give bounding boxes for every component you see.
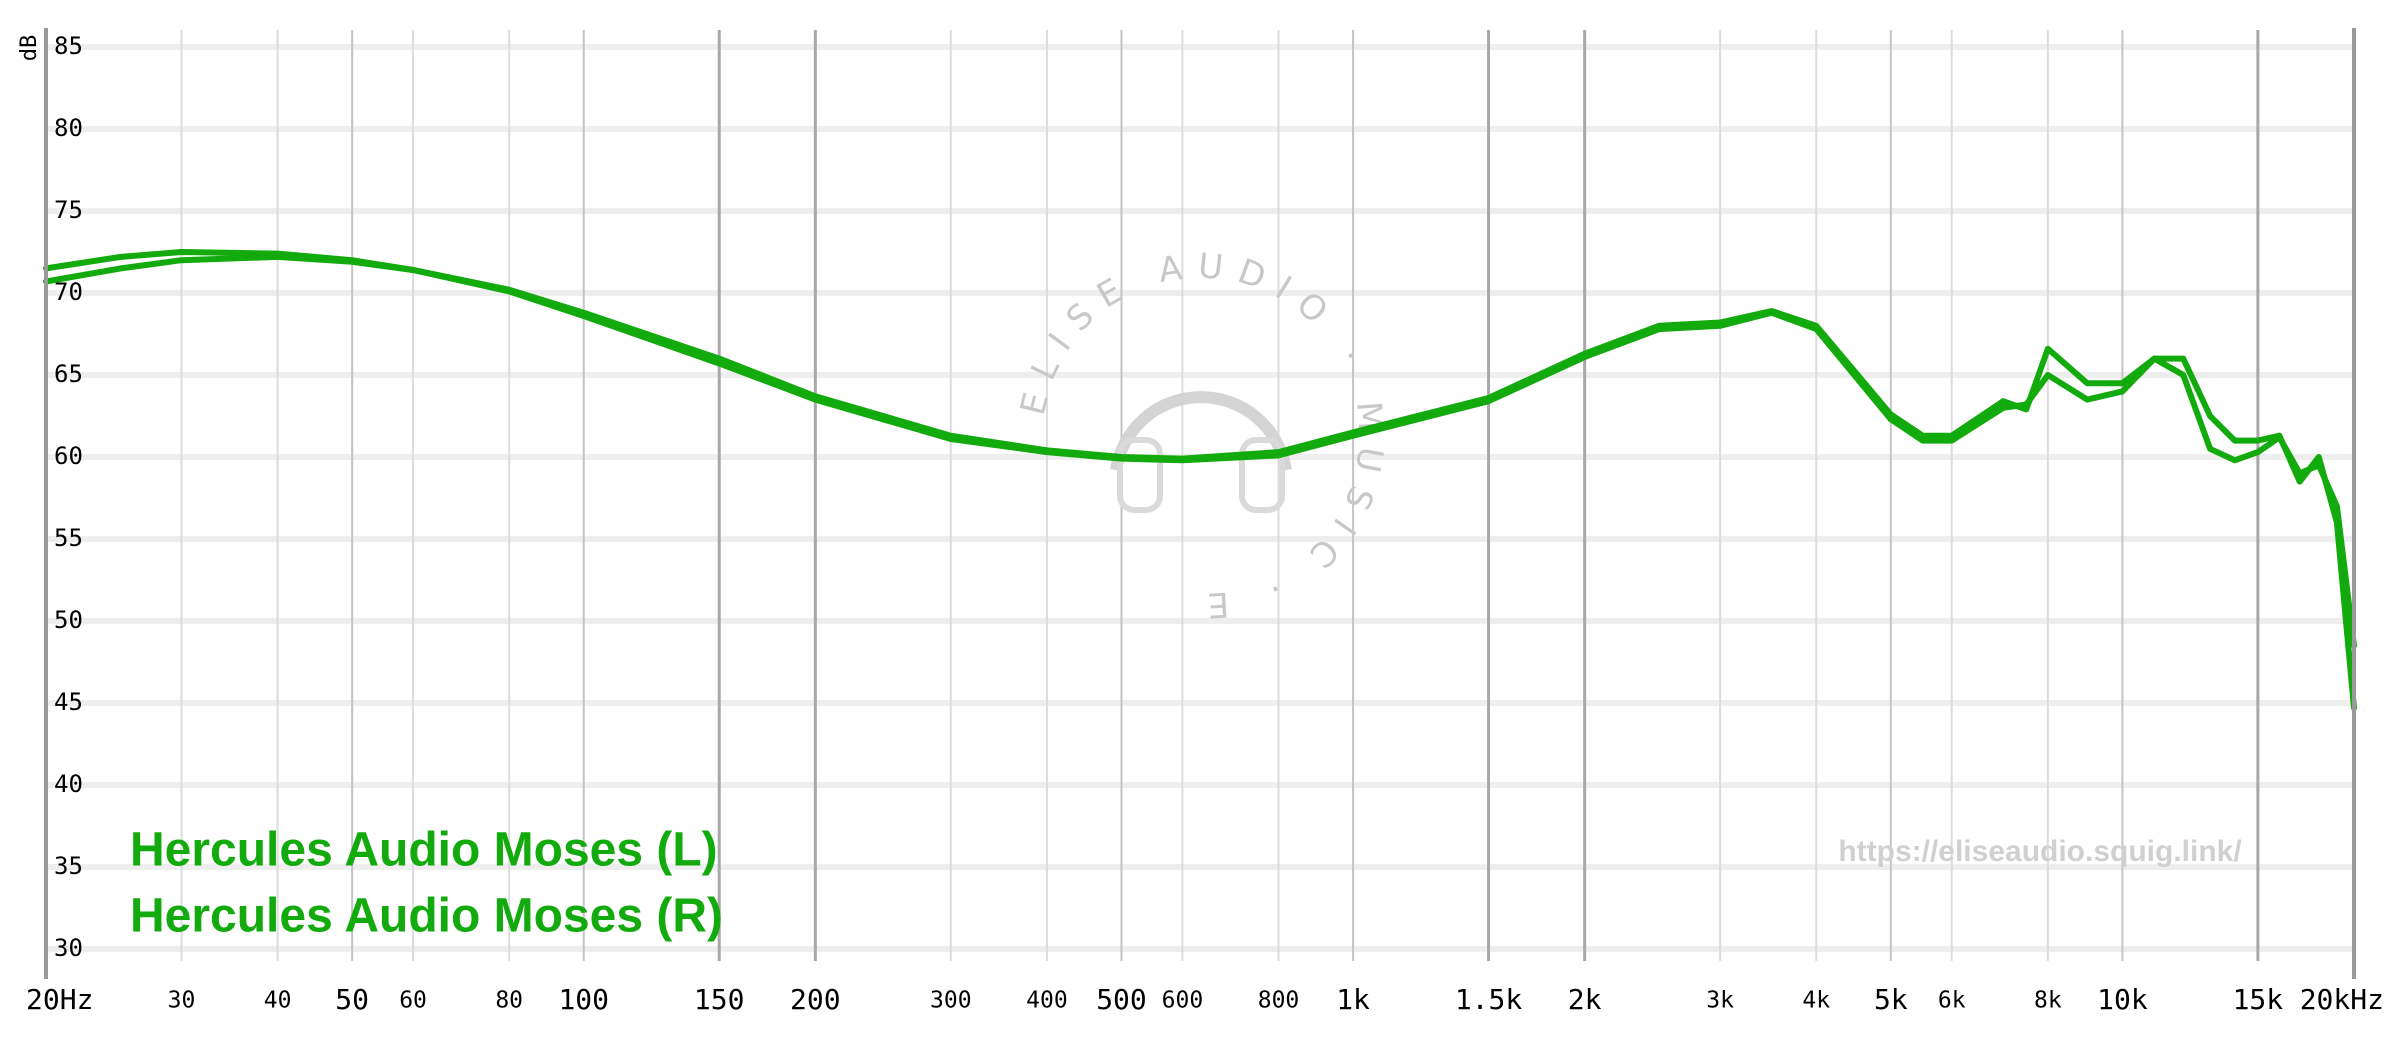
y-tick-label: 40 [54,770,83,798]
x-tick-label: 60 [399,988,427,1014]
y-tick-label: 50 [54,606,83,634]
y-tick-label: 70 [54,278,83,306]
x-tick-label: 600 [1162,988,1204,1014]
x-tick-label: 6k [1938,988,1966,1014]
x-tick-label: 50 [335,983,369,1016]
x-tick-label: 1k [1336,983,1370,1016]
y-axis-label: dB [17,35,42,62]
y-tick-label: 55 [54,524,83,552]
x-tick-label: 15k [2233,983,2284,1016]
x-tick-label: 100 [558,983,609,1016]
legend-entry: Hercules Audio Moses (L) [130,824,718,877]
y-tick-label: 45 [54,688,83,716]
y-tick-label: 35 [54,852,83,880]
watermark-icon [1110,391,1292,471]
x-tick-label: 10k [2097,983,2148,1016]
x-tick-label: 1.5k [1455,983,1523,1016]
y-tick-label: 85 [54,32,83,60]
y-tick-label: 60 [54,442,83,470]
x-tick-label: 300 [930,988,972,1014]
y-tick-label: 65 [54,360,83,388]
y-tick-label: 30 [54,934,83,962]
x-tick-label: 40 [264,988,292,1014]
watermark-icon [1117,437,1163,513]
x-tick-label: 500 [1096,983,1147,1016]
x-tick-label: 20Hz [26,983,93,1016]
x-tick-label: 150 [694,983,745,1016]
watermark-icon [1239,437,1285,513]
x-tick-label: 30 [168,988,196,1014]
x-tick-label: 2k [1568,983,1602,1016]
x-tick-label: 5k [1874,983,1908,1016]
x-tick-label: 3k [1706,988,1734,1014]
legend-entry: Hercules Audio Moses (R) [130,890,723,943]
series-line [43,253,2357,711]
url-label: https://eliseaudio.squig.link/ [1838,835,2242,868]
plot: 30 35 40 45 50 55 60 65 70 75 80 85 20Hz 30 40 50 60 80 10… [26,28,2384,1016]
x-tick-label: 4k [1802,988,1830,1014]
x-tick-label: 400 [1026,988,1068,1014]
y-tick-label: 75 [54,196,83,224]
x-tick-label: 8k [2034,988,2062,1014]
x-tick-label: 800 [1258,988,1300,1014]
x-tick-label: 80 [495,988,523,1014]
x-tick-label: 200 [790,983,841,1016]
x-tick-label: 20kHz [2300,983,2384,1016]
y-tick-label: 80 [54,114,83,142]
